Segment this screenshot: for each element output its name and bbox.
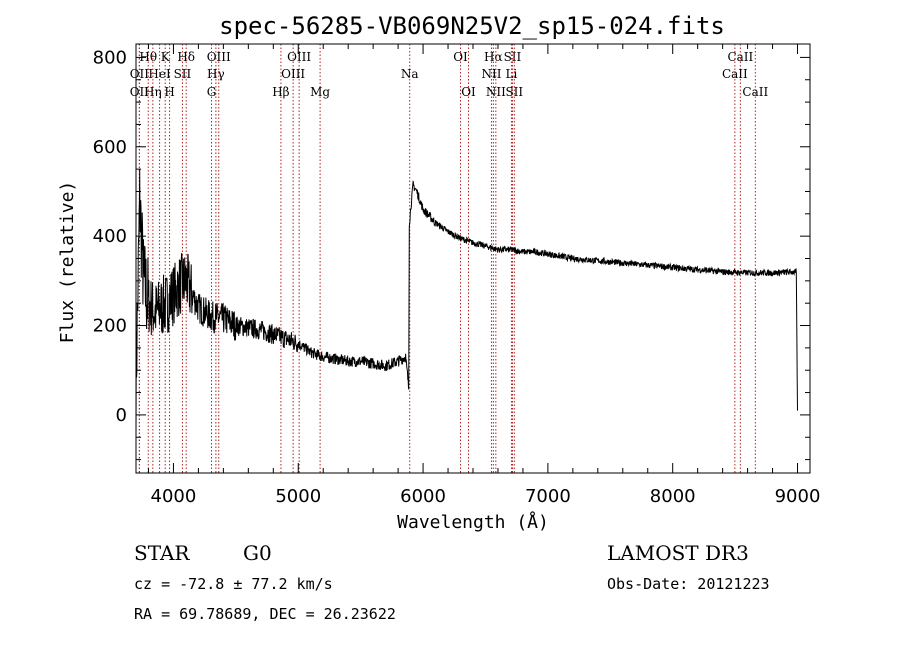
line-marker-label: CaII xyxy=(742,85,768,99)
line-marker-label: HeI xyxy=(148,67,171,81)
line-marker-label: Mg xyxy=(310,85,330,99)
line-marker-label: OI xyxy=(453,50,468,64)
line-marker-label: K xyxy=(161,50,171,64)
line-marker-label: CaII xyxy=(727,50,753,64)
line-marker-label: NII xyxy=(486,85,506,99)
spectrum-line xyxy=(135,169,798,438)
chart-title: spec-56285-VB069N25V2_sp15-024.fits xyxy=(219,12,725,40)
object-subclass: G0 xyxy=(243,541,272,565)
y-tick-label: 0 xyxy=(116,405,127,426)
x-tick-label: 6000 xyxy=(400,486,446,507)
line-marker-label: OIII xyxy=(207,50,231,64)
line-marker-label: SII xyxy=(505,85,523,99)
plot-frame xyxy=(135,43,811,474)
line-marker-label: Hδ xyxy=(177,50,195,64)
redshift-text: cz = -72.8 ± 77.2 km/s xyxy=(134,575,333,593)
y-tick-label: 600 xyxy=(93,137,127,158)
coordinates: RA = 69.78689, DEC = 26.23622 xyxy=(134,605,396,623)
line-marker-label: G xyxy=(207,85,217,99)
line-marker-label: OII xyxy=(130,67,150,81)
x-tick-label: 9000 xyxy=(775,486,821,507)
x-tick-label: 4000 xyxy=(151,486,197,507)
line-marker-label: SII xyxy=(504,50,522,64)
line-marker-label: CaII xyxy=(722,67,748,81)
line-marker-label: OIII xyxy=(287,50,311,64)
spectrum-layer xyxy=(135,169,798,438)
y-tick-label: 200 xyxy=(93,316,127,337)
y-axis-label: Flux (relative) xyxy=(57,181,78,344)
line-marker-label: Hη xyxy=(144,85,162,99)
line-marker-label: Na xyxy=(401,67,419,81)
x-tick-label: 5000 xyxy=(275,486,321,507)
survey-name: LAMOST DR3 xyxy=(607,541,749,565)
line-marker-label: H xyxy=(164,85,174,99)
x-tick-label: 8000 xyxy=(650,486,696,507)
line-marker-label: NII xyxy=(481,67,501,81)
x-tick-label: 7000 xyxy=(525,486,571,507)
axis-ticks: 4000 5000 6000 7000 8000 9000 0 200 400 600 800 xyxy=(93,44,821,507)
line-marker-label: OIII xyxy=(281,67,305,81)
x-axis-label: Wavelength (Å) xyxy=(397,511,549,533)
line-marker-label: Hθ xyxy=(139,50,157,64)
object-class: STAR xyxy=(134,541,190,565)
line-marker-label: OII xyxy=(130,85,150,99)
y-tick-label: 800 xyxy=(93,47,127,68)
line-marker-label: Hα xyxy=(484,50,503,64)
line-marker-label: Hγ xyxy=(207,67,225,81)
obs-date: Obs-Date: 20121223 xyxy=(607,575,770,593)
line-marker-label: Li xyxy=(506,67,518,81)
line-marker-label: OI xyxy=(461,85,476,99)
line-marker-label: SII xyxy=(174,67,192,81)
y-tick-label: 400 xyxy=(93,226,127,247)
line-marker-label: Hβ xyxy=(272,85,289,99)
